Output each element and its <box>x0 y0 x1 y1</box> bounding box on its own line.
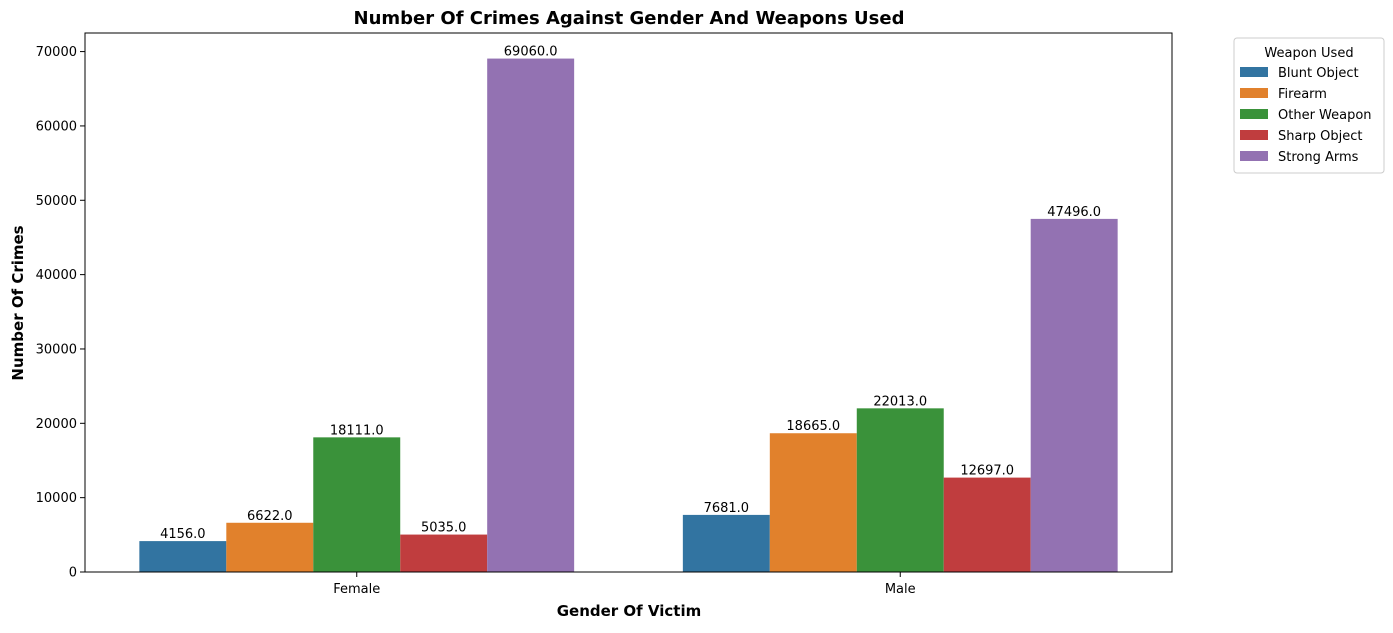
x-tick-label: Male <box>885 582 916 597</box>
bar <box>1030 218 1118 572</box>
bar <box>943 477 1031 572</box>
x-axis-title: Gender Of Victim <box>557 602 702 620</box>
data-label: 22013.0 <box>873 394 927 409</box>
data-label: 4156.0 <box>160 527 206 542</box>
y-tick-label: 50000 <box>36 194 77 209</box>
bar <box>313 437 401 572</box>
y-tick-label: 70000 <box>36 45 77 60</box>
data-label: 18665.0 <box>786 419 840 434</box>
legend-label: Strong Arms <box>1278 150 1359 165</box>
legend: Weapon Used Blunt Object Firearm Other Weap… <box>1233 37 1385 174</box>
data-label: 18111.0 <box>330 423 384 438</box>
legend-label: Sharp Object <box>1278 129 1363 144</box>
legend-box <box>1233 37 1385 174</box>
data-label: 7681.0 <box>704 501 750 516</box>
bar <box>226 522 314 572</box>
y-tick-label: 10000 <box>36 491 77 506</box>
bar <box>856 408 944 572</box>
plot-area: 4156.0 7681.0 6622.0 18665.0 18111.0 22013.0 5… <box>36 32 1173 597</box>
plot-frame <box>84 32 1173 573</box>
bar <box>769 433 857 572</box>
legend-swatch <box>1240 130 1268 140</box>
y-axis-title: Number Of Crimes <box>9 225 27 380</box>
legend-swatch <box>1240 88 1268 98</box>
bar <box>682 514 770 572</box>
y-tick-label: 30000 <box>36 342 77 357</box>
legend-title: Weapon Used <box>1264 46 1353 61</box>
bar <box>139 541 227 572</box>
y-tick-label: 0 <box>69 566 77 581</box>
bar <box>400 534 488 572</box>
data-label: 69060.0 <box>504 45 558 60</box>
legend-label: Blunt Object <box>1278 66 1359 81</box>
legend-label: Firearm <box>1278 87 1327 102</box>
data-label: 6622.0 <box>247 509 293 524</box>
data-label: 47496.0 <box>1047 205 1101 220</box>
legend-swatch <box>1240 109 1268 119</box>
bar <box>487 58 575 572</box>
data-label: 12697.0 <box>960 464 1014 479</box>
data-label: 5035.0 <box>421 521 467 536</box>
y-tick-label: 20000 <box>36 417 77 432</box>
legend-label: Other Weapon <box>1278 108 1372 123</box>
legend-swatch <box>1240 67 1268 77</box>
chart-title: Number Of Crimes Against Gender And Weap… <box>354 8 905 29</box>
y-tick-label: 40000 <box>36 268 77 283</box>
legend-swatch <box>1240 151 1268 161</box>
x-tick-label: Female <box>333 582 380 597</box>
y-tick-label: 60000 <box>36 119 77 134</box>
